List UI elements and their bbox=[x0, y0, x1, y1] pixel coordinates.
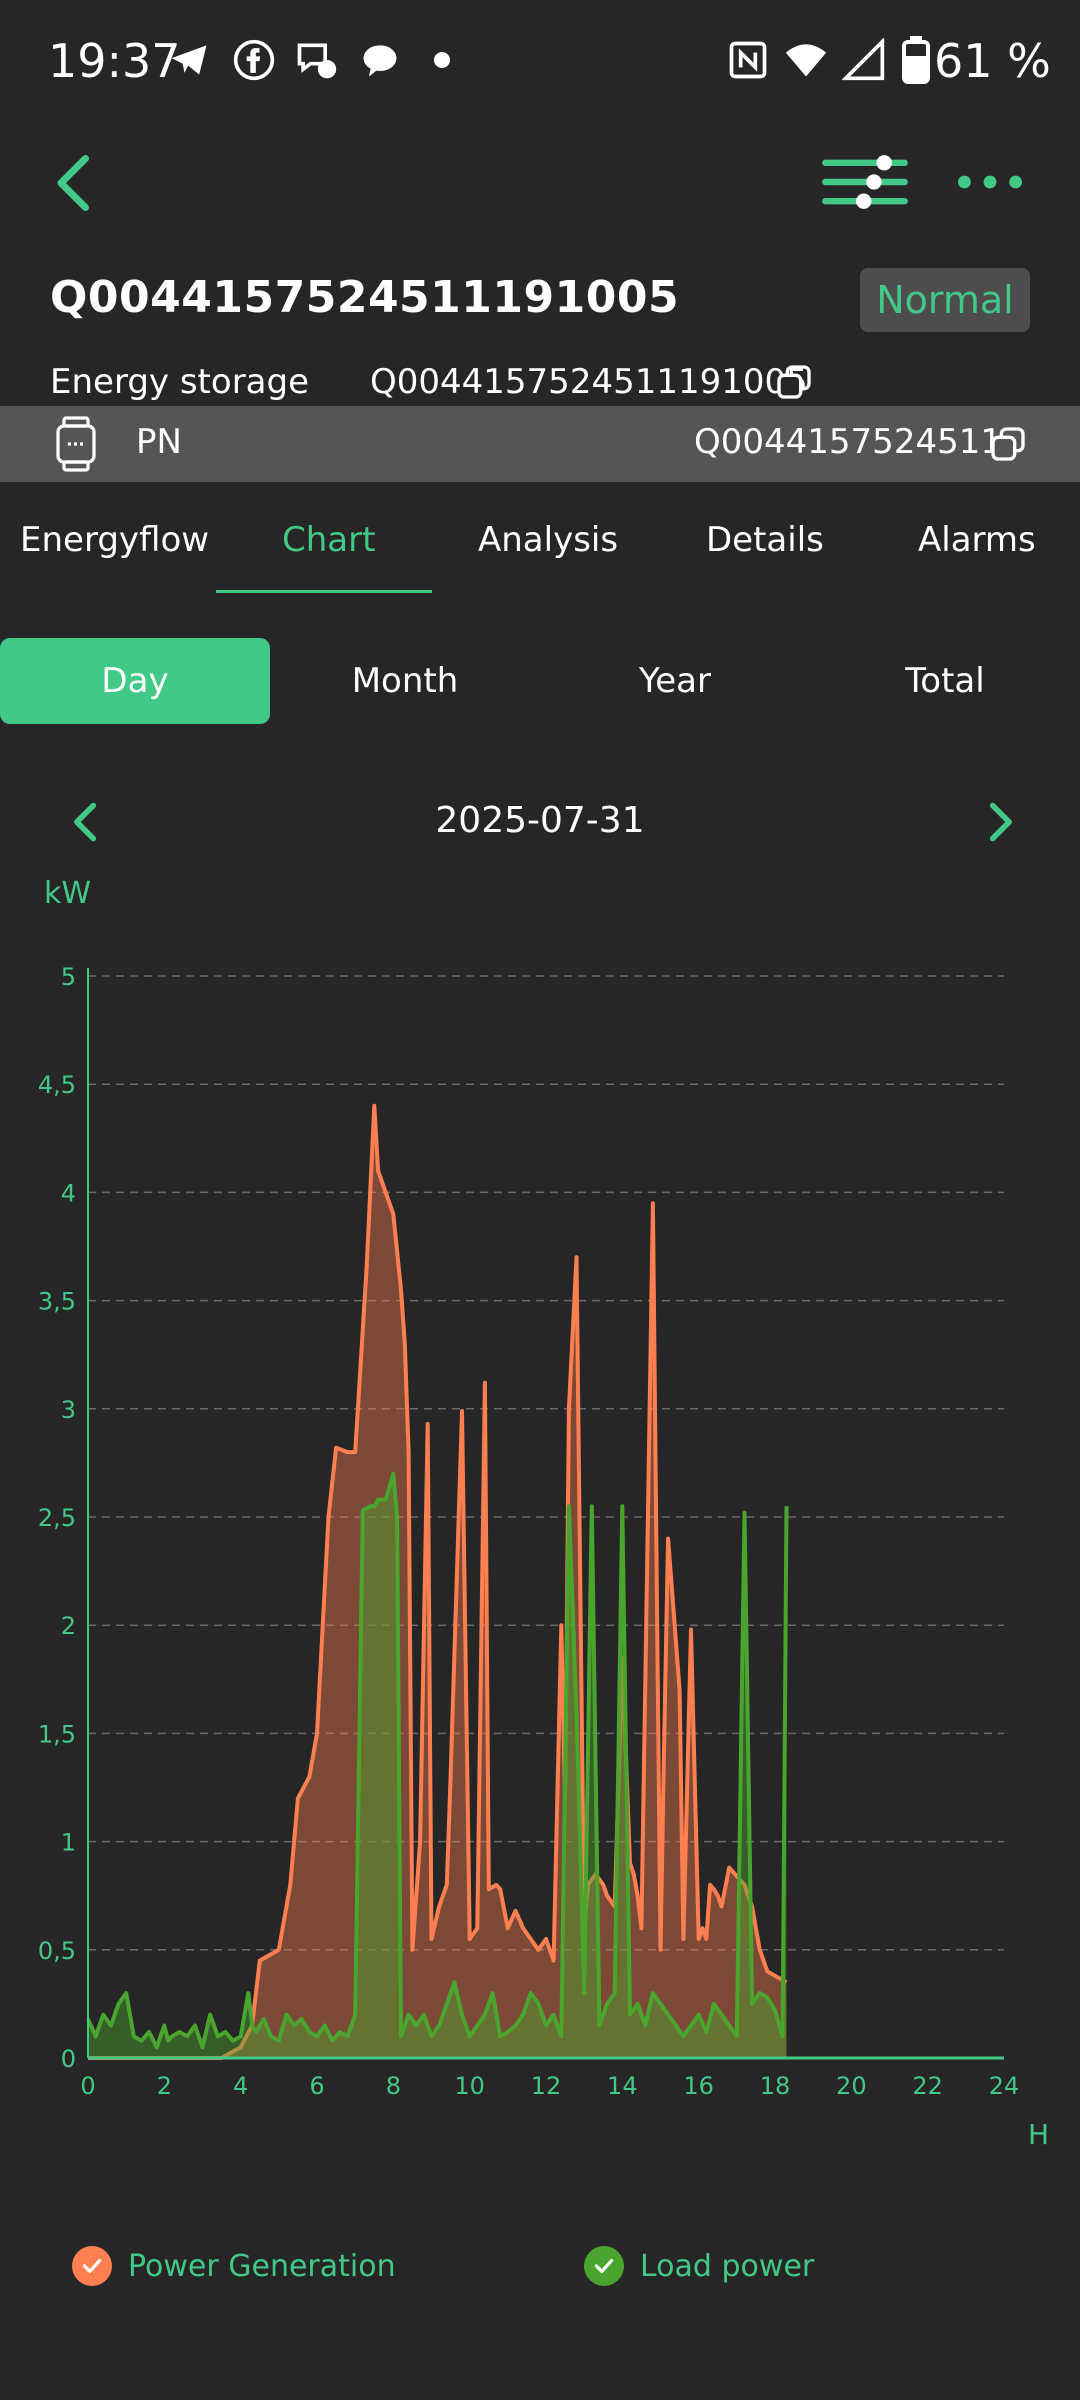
legend-power-generation[interactable]: Power Generation bbox=[72, 2242, 396, 2290]
y-tick-label: 0,5 bbox=[38, 1937, 76, 1965]
x-tick-label: 18 bbox=[760, 2072, 791, 2100]
y-tick-label: 3,5 bbox=[38, 1288, 76, 1316]
y-tick-label: 0 bbox=[61, 2045, 76, 2073]
back-button[interactable] bbox=[40, 148, 110, 218]
y-tick-label: 2 bbox=[61, 1612, 76, 1640]
y-tick-label: 1,5 bbox=[38, 1720, 76, 1748]
nfc-icon bbox=[729, 41, 767, 79]
series-line-load-power bbox=[86, 1471, 789, 2050]
x-tick-label: 4 bbox=[233, 2072, 248, 2100]
tab-chart[interactable]: Chart bbox=[282, 520, 376, 560]
y-tick-label: 1 bbox=[61, 1829, 76, 1857]
x-tick-label: 12 bbox=[531, 2072, 562, 2100]
pn-label: PN bbox=[136, 422, 182, 462]
x-axis-unit: H bbox=[1028, 2118, 1050, 2151]
copy-pn-icon[interactable] bbox=[988, 424, 1028, 464]
status-time: 19:37 bbox=[48, 34, 181, 88]
tab-active-indicator bbox=[216, 590, 432, 593]
telegram-icon bbox=[171, 45, 207, 75]
x-tick-label: 22 bbox=[912, 2072, 943, 2100]
y-tick-label: 4,5 bbox=[38, 1071, 76, 1099]
y-axis-unit: kW bbox=[44, 876, 92, 911]
device-icon bbox=[56, 416, 96, 472]
tab-analysis[interactable]: Analysis bbox=[478, 520, 619, 560]
more-options-icon[interactable] bbox=[950, 150, 1030, 214]
dot-icon bbox=[434, 52, 450, 68]
series-line-power-generation bbox=[88, 1103, 788, 2060]
x-tick-label: 20 bbox=[836, 2072, 867, 2100]
period-total[interactable]: Total bbox=[905, 661, 985, 701]
period-year[interactable]: Year bbox=[639, 661, 711, 701]
legend-load-power[interactable]: Load power bbox=[584, 2242, 814, 2290]
pn-value: Q0044157524511 bbox=[694, 422, 1002, 462]
battery-percent: 61 % bbox=[934, 34, 1051, 88]
x-tick-label: 14 bbox=[607, 2072, 638, 2100]
tab-details[interactable]: Details bbox=[706, 520, 824, 560]
date-label[interactable]: 2025-07-31 bbox=[435, 800, 645, 841]
status-badge: Normal bbox=[860, 268, 1030, 332]
check-icon bbox=[584, 2246, 624, 2286]
signal-icon bbox=[842, 38, 885, 81]
y-tick-label: 2,5 bbox=[38, 1504, 76, 1532]
legend-label: Power Generation bbox=[128, 2248, 396, 2284]
tab-alarms[interactable]: Alarms bbox=[918, 520, 1036, 560]
storage-label: Energy storage bbox=[50, 362, 310, 402]
check-icon bbox=[72, 2246, 112, 2286]
status-bar: 19:37 61 % bbox=[0, 0, 1080, 126]
next-date-icon[interactable] bbox=[980, 800, 1020, 844]
x-tick-label: 16 bbox=[683, 2072, 714, 2100]
x-tick-label: 6 bbox=[309, 2072, 324, 2100]
messenger-icon bbox=[297, 43, 337, 79]
chat-icon bbox=[363, 45, 397, 77]
power-chart[interactable]: 00,511,522,533,544,550 2 4 6 8 10 12 14 16 18 20 22… bbox=[0, 940, 1080, 2120]
device-title: Q0044157524511191005 bbox=[50, 272, 680, 323]
x-tick-label: 2 bbox=[157, 2072, 172, 2100]
copy-storage-icon[interactable] bbox=[774, 362, 814, 402]
facebook-icon bbox=[233, 39, 275, 81]
legend-label: Load power bbox=[640, 2248, 815, 2284]
y-tick-label: 4 bbox=[61, 1179, 76, 1207]
y-tick-label: 5 bbox=[61, 963, 76, 991]
pn-row bbox=[0, 406, 1080, 482]
y-tick-label: 3 bbox=[61, 1396, 76, 1424]
battery-icon bbox=[902, 36, 930, 84]
previous-date-icon[interactable] bbox=[66, 800, 106, 844]
tab-energyflow[interactable]: Energyflow bbox=[20, 520, 210, 560]
x-tick-label: 10 bbox=[454, 2072, 485, 2100]
series-area-power-generation bbox=[88, 1105, 787, 2058]
wifi-icon bbox=[785, 44, 827, 77]
x-tick-label: 0 bbox=[80, 2072, 95, 2100]
x-tick-label: 8 bbox=[386, 2072, 401, 2100]
filter-icon[interactable] bbox=[820, 150, 910, 214]
period-day[interactable]: Day bbox=[0, 638, 270, 724]
x-tick-label: 24 bbox=[989, 2072, 1020, 2100]
period-month[interactable]: Month bbox=[351, 661, 459, 701]
storage-value: Q0044157524511191005 bbox=[370, 362, 808, 402]
